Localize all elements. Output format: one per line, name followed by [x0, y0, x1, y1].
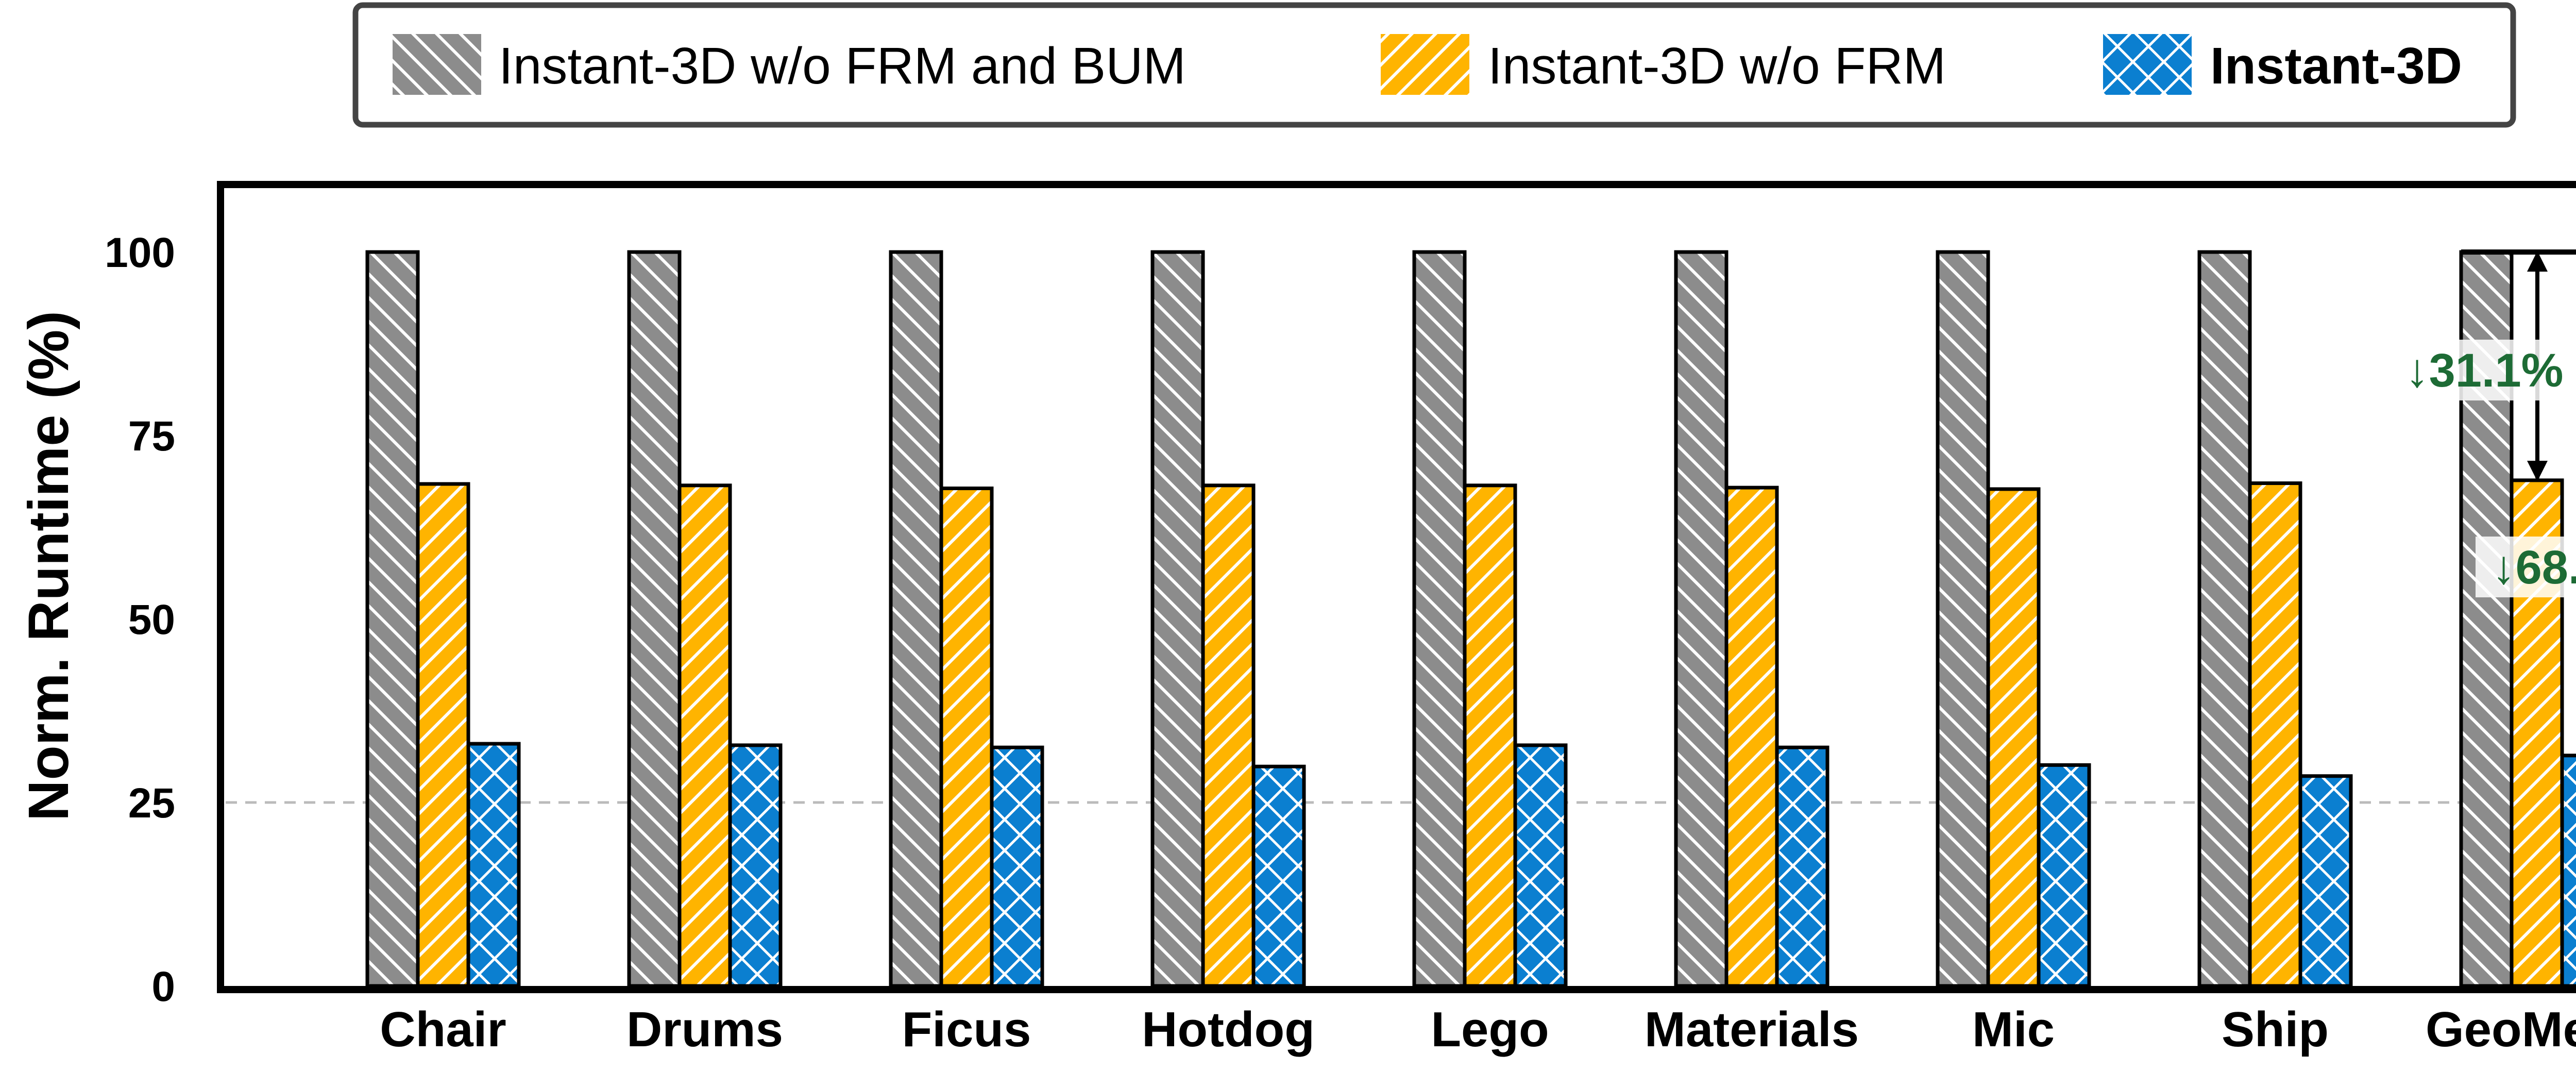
y-tick-label-0: 0	[151, 963, 175, 1010]
bar-chair-series-2	[466, 742, 521, 988]
legend-label-series-1: Instant-3D w/o FRM	[1488, 37, 1946, 95]
y-tick-label-50: 50	[128, 596, 175, 643]
x-tick-label-hotdog: Hotdog	[1142, 1002, 1315, 1057]
x-tick-label-chair: Chair	[380, 1002, 506, 1057]
annotation-label-0: ↓31.1%	[2405, 344, 2564, 397]
bar-materials-series-0	[1674, 250, 1728, 988]
y-tick-label-75: 75	[128, 413, 175, 460]
bar-materials-series-2	[1775, 745, 1829, 988]
x-category-labels: Chair Drums Ficus Hotdog Lego Materials Mic Shi…	[380, 1002, 2576, 1057]
y-tick-labels: 0 25 50 75 100	[105, 229, 175, 1010]
bar-ficus-series-0	[889, 250, 943, 988]
bar-ficus-series-1	[939, 487, 994, 988]
annotation-label-bg-0	[2389, 340, 2576, 400]
bar-chair-series-1	[416, 482, 470, 988]
bars-group	[365, 250, 2576, 988]
bar-lego-series-2	[1513, 743, 1568, 988]
bar-chair-series-0	[365, 250, 420, 988]
bar-hotdog-series-2	[1251, 764, 1306, 988]
bar-drums-series-0	[627, 250, 682, 988]
plot-frame	[217, 181, 2576, 993]
legend: Instant-3D w/o FRM and BUM Instant-3D w/…	[352, 2, 2516, 128]
legend-swatch-series-0	[393, 34, 481, 95]
x-tick-label-materials: Materials	[1645, 1002, 1859, 1057]
x-tick-label-geomean: GeoMean	[2426, 1002, 2576, 1057]
legend-swatch-series-2	[2103, 34, 2192, 95]
bar-ship-series-1	[2248, 481, 2302, 988]
bar-hotdog-series-1	[1201, 483, 1256, 988]
annotation-label-bg-1	[2476, 537, 2576, 597]
bar-lego-series-0	[1412, 250, 1467, 988]
annotation-label-1: ↓68.6%	[2492, 541, 2576, 594]
bar-geomean-series-2	[2560, 754, 2576, 988]
bar-ship-series-0	[2197, 250, 2252, 988]
bar-mic-series-1	[1986, 487, 2041, 988]
bar-lego-series-1	[1463, 483, 1517, 988]
x-tick-label-ficus: Ficus	[902, 1002, 1031, 1057]
y-tick-label-25: 25	[128, 780, 175, 827]
annotations: ↓31.1% ↓68.6%	[2389, 249, 2576, 597]
x-tick-label-mic: Mic	[1972, 1002, 2055, 1057]
bar-mic-series-2	[2037, 763, 2091, 988]
bar-ship-series-2	[2298, 774, 2353, 988]
legend-label-series-2: Instant-3D	[2210, 37, 2462, 95]
bar-drums-series-2	[728, 743, 783, 988]
x-tick-label-ship: Ship	[2222, 1002, 2329, 1057]
legend-label-series-0: Instant-3D w/o FRM and BUM	[499, 37, 1186, 95]
legend-swatch-series-1	[1381, 34, 1469, 95]
y-axis-title: Norm. Runtime (%)	[17, 311, 80, 821]
bar-drums-series-1	[677, 483, 732, 988]
bar-ficus-series-2	[990, 745, 1044, 988]
bar-hotdog-series-0	[1150, 250, 1205, 988]
x-tick-label-drums: Drums	[626, 1002, 783, 1057]
y-tick-label-100: 100	[105, 229, 175, 276]
bar-mic-series-0	[1936, 250, 1990, 988]
bar-materials-series-1	[1724, 486, 1779, 988]
x-tick-label-lego: Lego	[1431, 1002, 1549, 1057]
